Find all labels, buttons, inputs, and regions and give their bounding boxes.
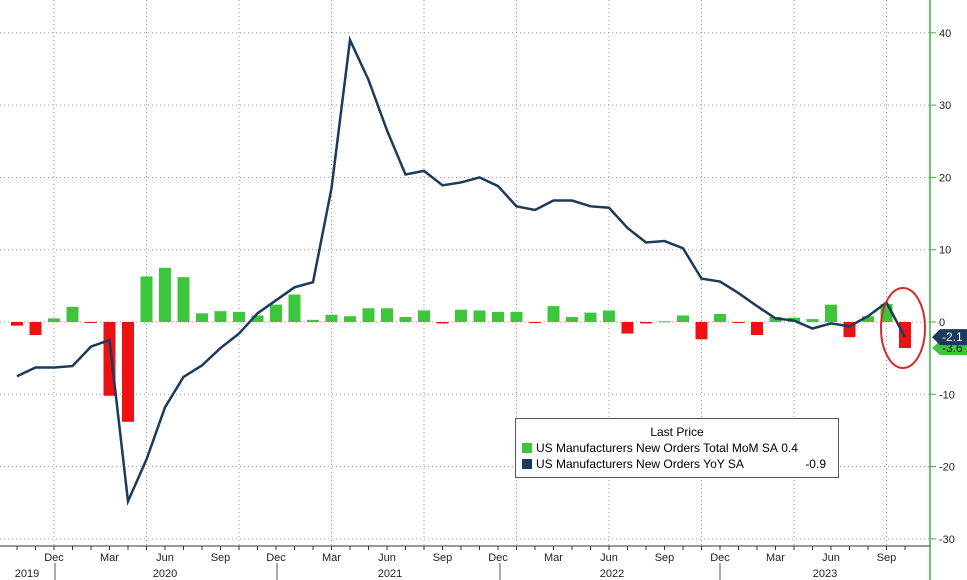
bar xyxy=(29,322,42,336)
year-label: 2021 xyxy=(378,568,402,580)
year-label: 2022 xyxy=(600,568,624,580)
bar xyxy=(288,294,301,322)
bar xyxy=(436,322,449,324)
bar xyxy=(825,304,837,322)
bar xyxy=(270,304,282,322)
bar xyxy=(714,314,726,322)
bar xyxy=(48,318,60,322)
y-tick-label: -20 xyxy=(939,462,955,474)
bar xyxy=(677,315,689,322)
bar xyxy=(510,311,523,322)
bar xyxy=(658,321,671,323)
legend-swatch-green xyxy=(522,443,532,453)
x-tick-label: Jun xyxy=(600,552,618,564)
y-tick-label: 10 xyxy=(939,245,951,257)
bar xyxy=(122,322,134,422)
bar xyxy=(529,322,541,323)
legend-item-yoy: US Manufacturers New Orders YoY SA -0.9 xyxy=(522,457,832,471)
year-label: 2020 xyxy=(153,568,177,580)
x-tick-label: Jun xyxy=(822,552,840,564)
x-tick-label: Dec xyxy=(710,552,730,564)
yoy-line xyxy=(16,35,907,507)
bar xyxy=(455,309,467,322)
bar xyxy=(547,306,560,322)
legend-title: Last Price xyxy=(650,425,704,439)
year-label: 2023 xyxy=(813,568,837,580)
y-tick-label: -30 xyxy=(939,534,955,546)
bar xyxy=(214,311,227,322)
x-tick-label: Dec xyxy=(44,552,64,564)
bar xyxy=(140,276,153,322)
x-tick-label: Jun xyxy=(378,552,396,564)
year-label: 2019 xyxy=(15,568,39,580)
highlight-circle xyxy=(880,287,926,369)
bar xyxy=(196,313,208,322)
bar xyxy=(862,316,874,322)
bar xyxy=(251,315,264,322)
y-tick-label: 0 xyxy=(939,317,945,329)
x-tick-label: Jun xyxy=(156,552,174,564)
legend: Last Price US Manufacturers New Orders T… xyxy=(515,418,839,478)
x-tick-label: Mar xyxy=(100,552,119,564)
bar xyxy=(473,310,486,322)
x-tick-label: Mar xyxy=(322,552,341,564)
bar xyxy=(362,308,375,322)
bar xyxy=(732,322,745,323)
bar xyxy=(695,322,708,340)
x-tick-label: Mar xyxy=(766,552,785,564)
badge-yoy xyxy=(932,329,967,346)
x-tick-label: Mar xyxy=(544,552,563,564)
bar xyxy=(344,316,356,322)
bar xyxy=(307,319,319,322)
legend-item-mom: US Manufacturers New Orders Total MoM SA… xyxy=(522,441,832,455)
x-tick-label: Dec xyxy=(488,552,508,564)
bar xyxy=(751,322,763,336)
y-tick-label: 20 xyxy=(939,172,951,184)
x-tick-label: Sep xyxy=(655,552,675,564)
bar xyxy=(177,277,190,322)
x-tick-label: Dec xyxy=(266,552,286,564)
bar xyxy=(640,322,652,324)
bar xyxy=(85,322,97,323)
bar xyxy=(621,322,634,334)
bar xyxy=(381,308,393,322)
x-tick-label: Sep xyxy=(877,552,897,564)
badge-yoy-label: -2.1 xyxy=(942,330,963,344)
bar xyxy=(584,312,597,322)
bar xyxy=(566,316,578,322)
bar xyxy=(603,310,615,322)
bar xyxy=(492,311,504,322)
bar xyxy=(418,310,430,322)
bar xyxy=(233,311,245,322)
x-tick-label: Sep xyxy=(211,552,231,564)
bar xyxy=(11,322,23,326)
y-tick-label: -10 xyxy=(939,389,955,401)
bar xyxy=(66,306,79,322)
bar xyxy=(806,319,819,322)
bar xyxy=(159,267,171,322)
legend-swatch-navy xyxy=(522,459,532,469)
bar xyxy=(399,316,412,322)
bar xyxy=(325,314,338,322)
y-tick-label: 40 xyxy=(939,28,951,40)
x-tick-label: Sep xyxy=(433,552,453,564)
y-tick-label: 30 xyxy=(939,100,951,112)
